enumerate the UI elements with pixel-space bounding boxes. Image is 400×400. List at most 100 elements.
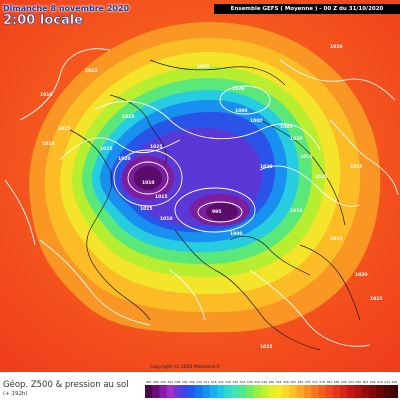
legend-swatch [238,385,247,398]
isobar-label: 1000 [230,231,243,237]
legend-tick-label: 490 [160,380,166,384]
legend-swatch [188,385,196,398]
color-legend: 482 486 490 494 498 502 506 510 514 518 522 526 530 5… [145,380,398,398]
legend-swatch [260,385,269,398]
legend-tick-label: 494 [168,380,174,384]
map-title: Géop. Z500 & pression au sol [3,380,129,390]
isobar-label: 1015 [260,344,273,350]
legend-tick-label: 510 [196,380,202,384]
isobar-label: 1015 [140,206,153,212]
isobar-label: 1000 [250,118,263,124]
legend-swatch [267,385,276,398]
legend-tick-label: 602 [363,380,369,384]
isobar-label: 1020 [118,156,131,162]
isobar-label: 1025 [370,296,383,302]
legend-swatch [347,385,355,398]
legend-tick-label: 598 [355,380,361,384]
legend-tick-label: 558 [283,380,289,384]
legend-swatch [253,385,261,398]
legend-tick-label: 542 [254,380,260,384]
legend-swatch [383,385,392,398]
legend-tick-label: 506 [189,380,195,384]
isobar-labels: 1010101510051020102510001010101510151020… [40,44,383,350]
forecast-lead: (+ 192h) [3,391,28,397]
coastlines [69,59,361,351]
legend-swatch [224,385,233,398]
legend-tick-label: 538 [247,380,253,384]
isobar-label: 1025 [150,144,163,150]
legend-swatch [340,385,348,398]
legend-swatch [376,385,384,398]
isobar-label: 1010 [160,216,173,222]
legend-swatch [332,385,341,398]
isobar-label: 1000 [235,108,248,114]
legend-swatch [369,385,377,398]
legend-tick-label: 614 [384,380,390,384]
legend-swatch [246,385,254,398]
legend-tick-label: 554 [276,380,282,384]
legend-tick-label: 570 [305,380,311,384]
isobar-label: 1005 [280,124,293,130]
legend-swatch [325,385,334,398]
legend-tick-label: 618 [392,380,398,384]
isobar-label: 1010 [42,141,55,147]
legend-swatch [195,385,204,398]
forecast-date: Dimanche 8 novembre 2020 [3,4,130,13]
legend-swatch [318,385,327,398]
legend-swatch [289,385,298,398]
legend-tick-label: 574 [312,380,318,384]
legend-swatch [202,385,211,398]
isobar-label: 1015 [300,154,313,160]
geopotential-field [29,21,381,333]
isobar-label: 1005 [197,64,210,70]
isobar-label: 1010 [330,44,343,50]
isobar-label: 1015 [330,236,343,242]
legend-tick-label: 498 [175,380,181,384]
isobar-label: 1025 [122,114,135,120]
legend-tick-label: 586 [334,380,340,384]
legend-swatch [210,385,218,398]
legend-swatch [282,385,290,398]
forecast-map: 1010101510051020102510001010101510151020… [0,0,400,372]
legend-tick-label: 502 [182,380,188,384]
legend-swatch [296,385,305,398]
isobar-label: 995 [212,209,221,215]
legend-swatch [304,385,312,398]
legend-swatch [152,385,160,398]
isobar-label: 1020 [232,86,245,92]
legend-tick-label: 578 [319,380,325,384]
legend-tick-label: 482 [146,380,152,384]
isobar-lines [4,48,399,347]
legend-tick-label: 518 [211,380,217,384]
legend-tick-label: 530 [233,380,239,384]
legend-tick-label: 486 [153,380,159,384]
legend-tick-label: 514 [204,380,210,384]
model-run-banner: Ensemble GEFS ( Moyenne ) - 00 Z du 31/1… [214,4,400,14]
legend-swatch [275,385,283,398]
isobar-label: 1010 [290,208,303,214]
legend-tick-label: 522 [218,380,224,384]
isobar-label: 1010 [142,180,155,186]
legend-swatch [390,385,398,398]
legend-swatch [217,385,225,398]
isobar-label: 1015 [85,68,98,74]
legend-swatch [145,385,153,398]
forecast-time: 2:00 locale [3,13,84,29]
legend-swatch [181,385,189,398]
legend-swatch [173,385,182,398]
isobar-label: 1015 [58,126,71,132]
legend-tick-label: 610 [377,380,383,384]
legend-swatch [166,385,175,398]
legend-tick-label: 606 [370,380,376,384]
legend-tick-label: 526 [225,380,231,384]
legend-swatch [159,385,167,398]
legend-tick-label: 590 [341,380,347,384]
isobar-label: 1025 [315,174,328,180]
isobar-label: 1015 [350,164,363,170]
legend-tick-label: 566 [298,380,304,384]
legend-tick-label: 582 [327,380,333,384]
isobar-label: 1015 [155,194,168,200]
isobar-label: 1020 [260,164,273,170]
legend-tick-label: 562 [290,380,296,384]
legend-swatch [361,385,370,398]
